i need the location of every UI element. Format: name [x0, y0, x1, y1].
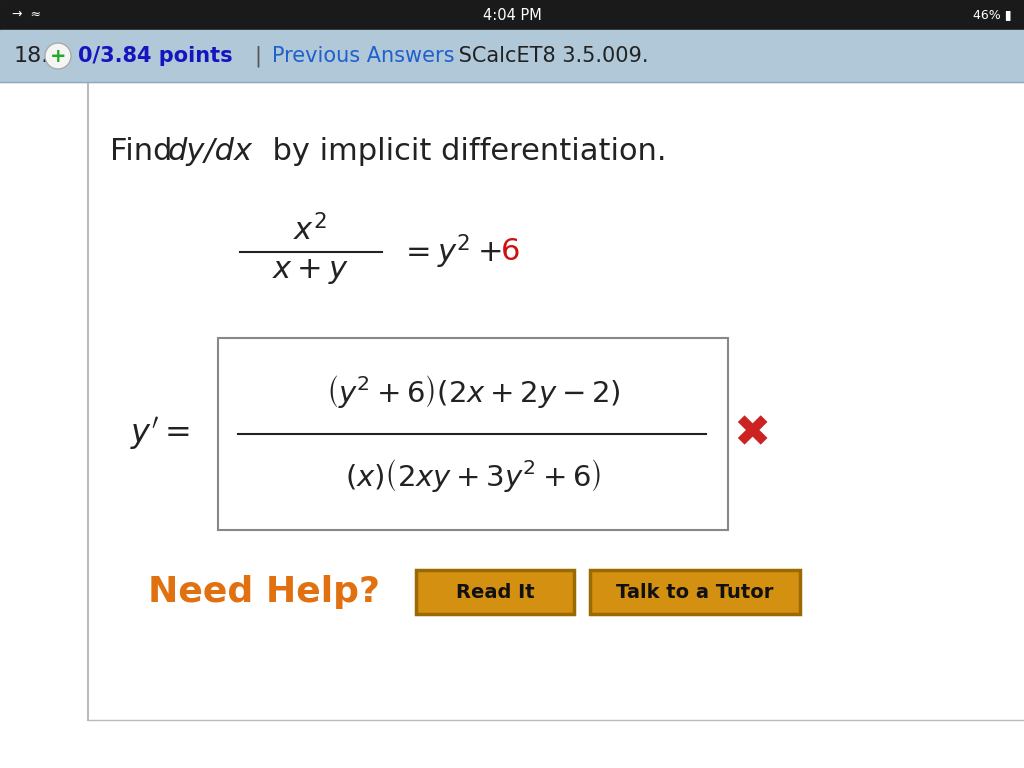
Text: Read It: Read It [456, 582, 535, 601]
Text: $\left(x\right)\left(2xy + 3y^2 + 6\right)$: $\left(x\right)\left(2xy + 3y^2 + 6\righ… [345, 458, 601, 495]
Text: 4:04 PM: 4:04 PM [482, 8, 542, 22]
Text: Previous Answers: Previous Answers [272, 46, 455, 66]
Text: Need Help?: Need Help? [148, 575, 380, 609]
Text: $\left(y^2 + 6\right)\left(2x + 2y - 2\right)$: $\left(y^2 + 6\right)\left(2x + 2y - 2\r… [326, 373, 621, 411]
Bar [416, 570, 574, 614]
Text: dy/dx: dy/dx [168, 137, 253, 167]
Text: $= y^2 +$: $= y^2 +$ [400, 233, 502, 271]
Text: ✖: ✖ [733, 412, 771, 455]
Circle shape [45, 43, 71, 69]
Bar [218, 338, 728, 530]
Text: 0/3.84 points: 0/3.84 points [78, 46, 232, 66]
Text: |: | [255, 45, 261, 67]
Text: $x^2$: $x^2$ [293, 214, 327, 247]
Bar [590, 570, 800, 614]
Bar [0, 30, 1024, 82]
Text: $x + y$: $x + y$ [271, 257, 348, 286]
Bar [0, 0, 1024, 30]
Text: →  ≈: → ≈ [12, 8, 41, 22]
Text: +: + [50, 48, 67, 67]
Text: $y' =$: $y' =$ [130, 416, 189, 452]
Text: Talk to a Tutor: Talk to a Tutor [616, 582, 774, 601]
Text: 18.: 18. [14, 46, 49, 66]
Text: Find: Find [110, 137, 191, 167]
Text: by implicit differentiation.: by implicit differentiation. [253, 137, 667, 167]
Text: 46% ▮: 46% ▮ [974, 8, 1012, 22]
Text: SCalcET8 3.5.009.: SCalcET8 3.5.009. [452, 46, 648, 66]
Text: 6: 6 [501, 237, 520, 266]
